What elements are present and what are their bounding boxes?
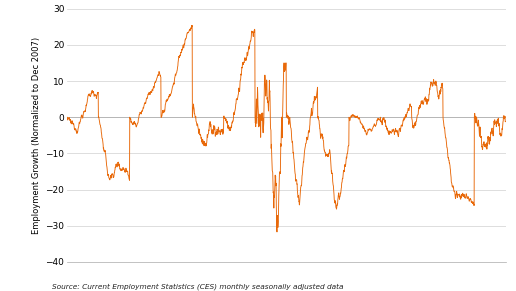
Y-axis label: Employment Growth (Normalized to Dec 2007): Employment Growth (Normalized to Dec 200…	[32, 37, 41, 234]
Text: Source: Current Employment Statistics (CES) monthly seasonally adjusted data: Source: Current Employment Statistics (C…	[52, 283, 343, 290]
